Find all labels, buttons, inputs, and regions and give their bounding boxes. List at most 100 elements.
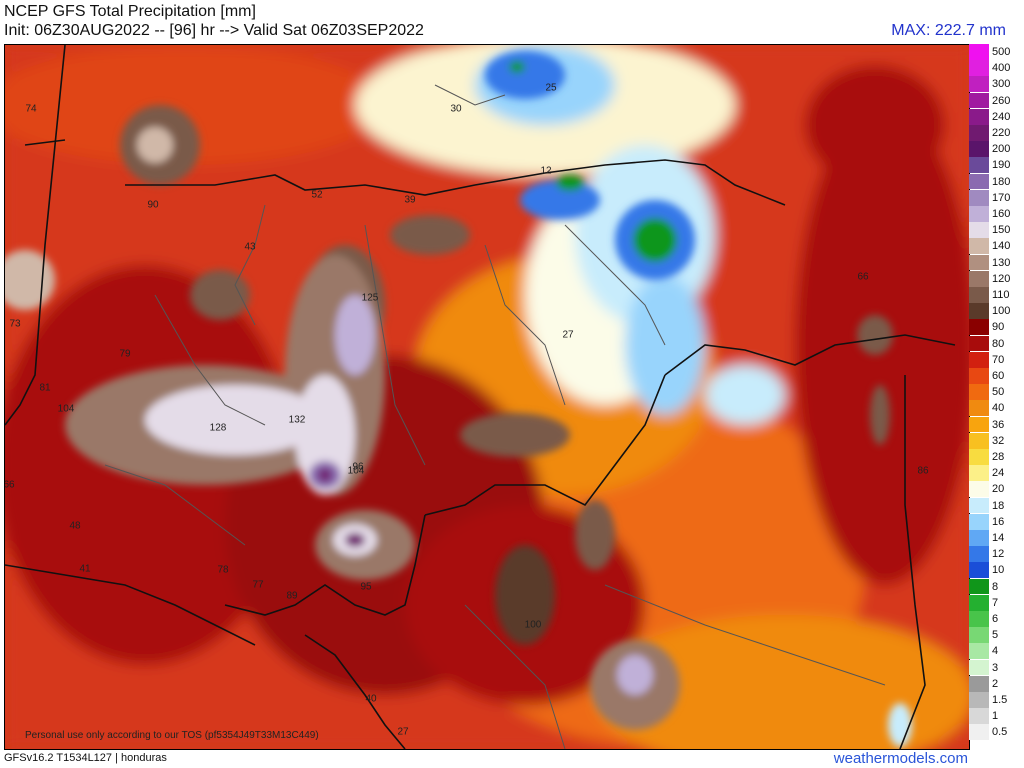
precipitation-map: 74 90 52 39 30 25 12 43 125 66 73 79 27 …	[4, 44, 970, 750]
brand-link[interactable]: weathermodels.com	[833, 750, 968, 767]
scale-tick-28: 28	[992, 451, 1005, 463]
scale-swatch-170	[969, 189, 989, 206]
scale-swatch-3	[969, 659, 989, 676]
scale-swatch-28	[969, 449, 989, 465]
scale-tick-10: 10	[992, 564, 1005, 577]
scale-tick-20: 20	[992, 483, 1005, 496]
scale-swatch-18	[969, 497, 989, 514]
scale-swatch-0.5	[969, 724, 989, 741]
scale-tick-5: 5	[992, 629, 999, 642]
scale-swatch-200	[969, 141, 989, 157]
scale-tick-24: 24	[992, 467, 1005, 480]
value-label-132: 132	[288, 414, 306, 426]
scale-tick-50: 50	[992, 386, 1005, 399]
scale-swatch-90	[969, 319, 989, 336]
scale-tick-120: 120	[992, 272, 1011, 285]
scale-tick-40: 40	[992, 402, 1005, 415]
scale-tick-110: 110	[992, 289, 1010, 301]
scale-swatch-300	[969, 76, 989, 93]
scale-swatch-32	[969, 432, 989, 449]
scale-swatch-190	[969, 157, 989, 174]
scale-swatch-160	[969, 206, 989, 222]
scale-swatch-180	[969, 173, 989, 190]
scale-tick-12: 12	[992, 548, 1005, 561]
scale-tick-170: 170	[992, 191, 1011, 204]
value-label-81: 81	[39, 382, 51, 394]
scale-tick-1: 1	[992, 710, 999, 723]
scale-tick-300: 300	[992, 78, 1011, 91]
value-label-95: 95	[360, 581, 372, 593]
scale-swatch-5	[969, 627, 989, 643]
scale-tick-90: 90	[992, 321, 1005, 334]
scale-tick-500: 500	[992, 46, 1011, 58]
scale-swatch-110	[969, 287, 989, 303]
value-label-43: 43	[244, 241, 256, 253]
scale-swatch-500	[969, 44, 989, 60]
scale-swatch-220	[969, 125, 989, 141]
scale-tick-6: 6	[992, 613, 999, 625]
scale-tick-16: 16	[992, 515, 1005, 528]
scale-tick-180: 180	[992, 175, 1011, 188]
scale-tick-0.5: 0.5	[992, 726, 1008, 739]
scale-tick-70: 70	[992, 353, 1005, 366]
scale-tick-150: 150	[992, 224, 1011, 237]
scale-swatch-260	[969, 92, 989, 109]
value-label-66-west: 66	[4, 479, 15, 491]
scale-swatch-4	[969, 643, 989, 660]
admin-boundaries	[104, 84, 886, 749]
valid-time-subtitle: Init: 06Z30AUG2022 -- [96] hr --> Valid …	[4, 22, 424, 39]
scale-swatch-120	[969, 270, 989, 287]
scale-swatch-20	[969, 481, 989, 498]
scale-tick-240: 240	[992, 110, 1011, 123]
scale-tick-200: 200	[992, 143, 1011, 156]
scale-swatch-36	[969, 416, 989, 433]
scale-swatch-16	[969, 513, 989, 530]
value-label-25: 25	[545, 82, 557, 94]
scale-tick-2: 2	[992, 677, 999, 690]
scale-swatch-80	[969, 335, 989, 352]
value-label-104-center: 104	[347, 465, 365, 477]
scale-tick-400: 400	[992, 62, 1011, 75]
value-label-89: 89	[286, 590, 298, 602]
scale-swatch-100	[969, 303, 989, 319]
scale-swatch-1.5	[969, 692, 989, 708]
scale-swatch-70	[969, 351, 989, 368]
value-label-40: 40	[365, 693, 377, 705]
value-label-27-center: 27	[562, 329, 574, 341]
value-label-66-east: 66	[857, 271, 869, 283]
value-label-79: 79	[119, 348, 131, 360]
scale-tick-130: 130	[992, 256, 1011, 269]
scale-tick-36: 36	[992, 418, 1005, 431]
value-label-41: 41	[79, 563, 91, 575]
value-label-39: 39	[404, 194, 416, 206]
value-label-128: 128	[209, 422, 227, 434]
scale-tick-160: 160	[992, 208, 1011, 220]
value-label-100: 100	[524, 619, 542, 631]
scale-swatch-24	[969, 465, 989, 481]
coastline-lines	[5, 45, 956, 749]
scale-tick-4: 4	[992, 645, 999, 658]
value-label-27-south: 27	[397, 726, 409, 738]
tos-disclaimer: Personal use only according to our TOS (…	[25, 730, 319, 741]
value-label-96: 96	[352, 461, 364, 473]
scale-swatch-50	[969, 384, 989, 400]
scale-swatch-40	[969, 400, 989, 417]
scale-tick-100: 100	[992, 305, 1011, 318]
scale-tick-140: 140	[992, 240, 1011, 253]
value-label-12: 12	[540, 165, 552, 177]
scale-swatch-400	[969, 60, 989, 76]
precip-field	[5, 45, 969, 749]
scale-tick-14: 14	[992, 532, 1005, 544]
scale-tick-260: 260	[992, 94, 1011, 107]
chart-title: NCEP GFS Total Precipitation [mm]	[4, 3, 256, 20]
scale-swatch-1	[969, 708, 989, 724]
scale-swatch-150	[969, 222, 989, 238]
scale-tick-60: 60	[992, 370, 1005, 382]
model-info: GFSv16.2 T1534L127 | honduras	[4, 752, 167, 764]
scale-swatch-60	[969, 368, 989, 384]
max-precip-label: MAX: 222.7 mm	[891, 22, 1006, 39]
value-label-86: 86	[917, 465, 929, 477]
scale-tick-32: 32	[992, 434, 1005, 447]
value-label-104: 104	[57, 403, 75, 415]
scale-swatch-130	[969, 254, 989, 271]
